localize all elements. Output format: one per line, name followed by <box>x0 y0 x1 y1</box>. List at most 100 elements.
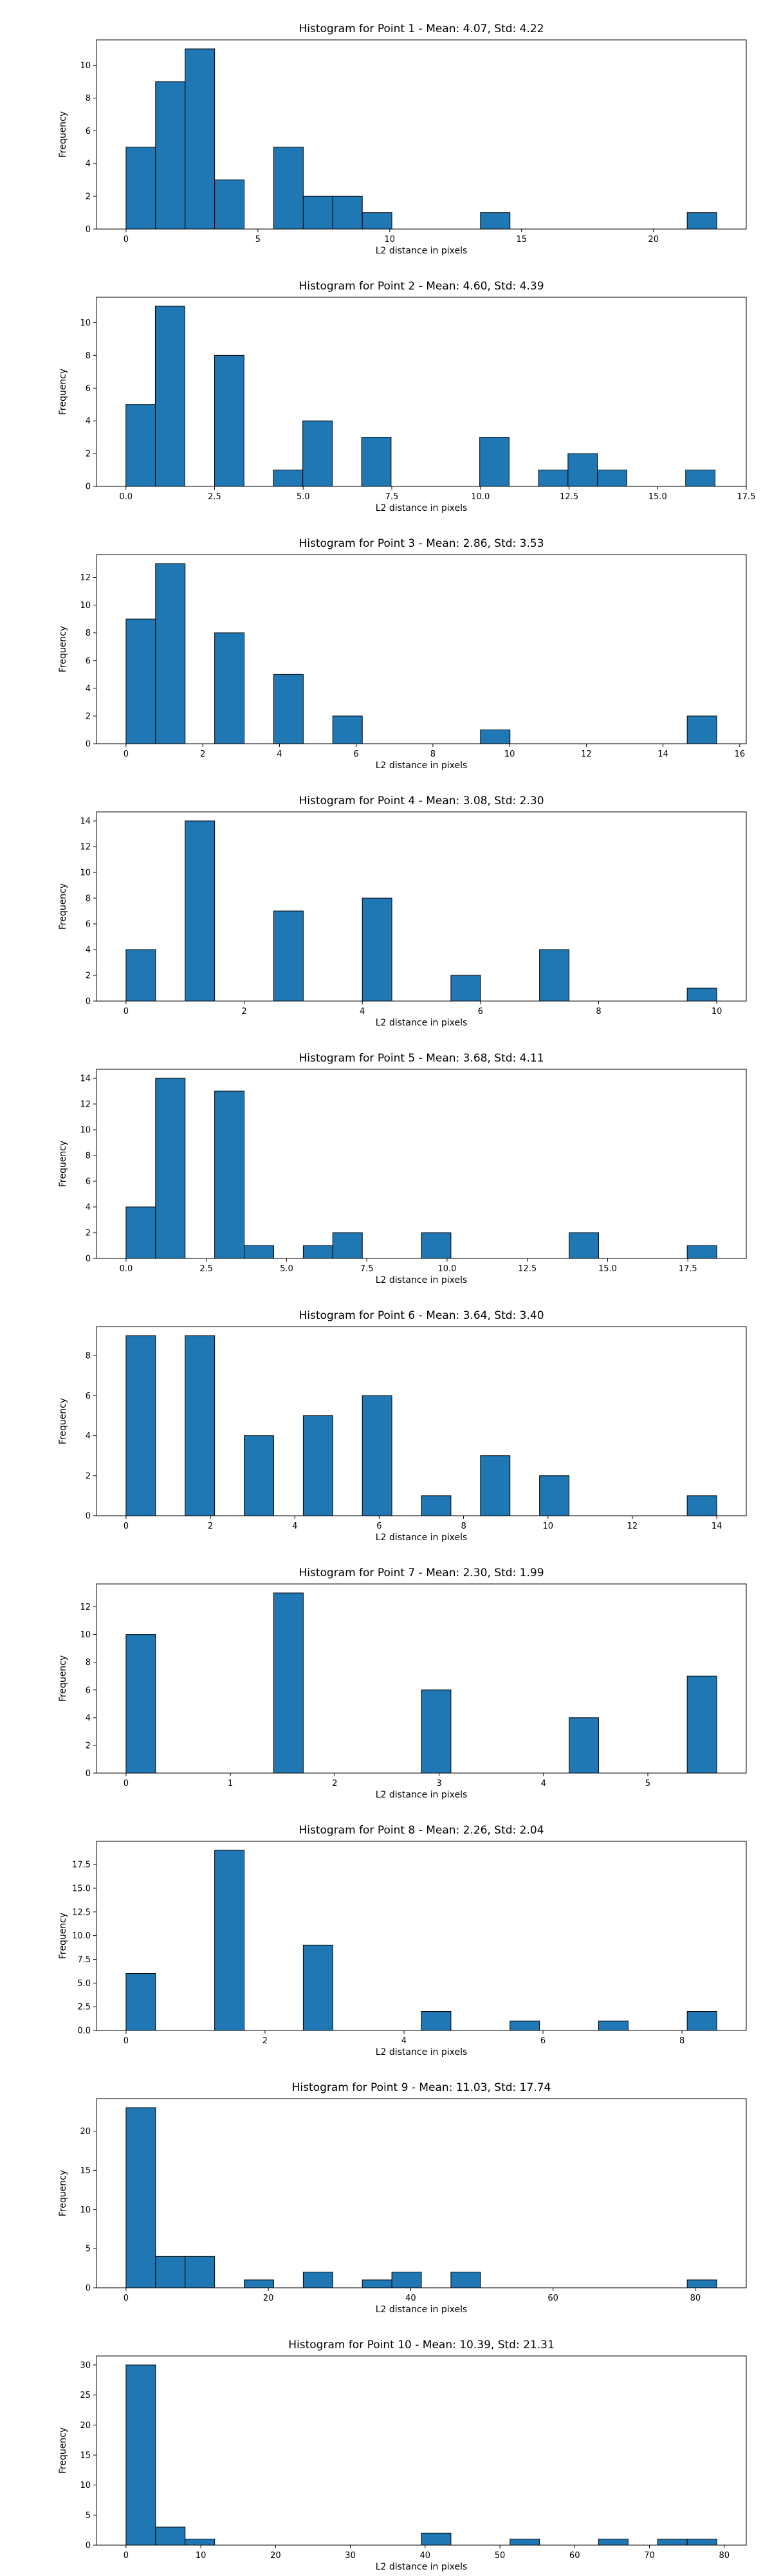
y-tick-label: 7.5 <box>77 1955 91 1965</box>
x-tick-label: 0 <box>124 1522 129 1531</box>
chart-title: Histogram for Point 8 - Mean: 2.26, Std:… <box>299 1824 544 1837</box>
histogram-bar <box>125 2107 156 2288</box>
histogram-bar <box>214 1850 245 2031</box>
y-tick-label: 10 <box>80 1126 91 1136</box>
histogram-bar <box>567 453 598 487</box>
histogram-bar <box>185 48 216 230</box>
y-tick-label: 17.5 <box>72 1861 91 1870</box>
y-tick-label: 0 <box>86 483 91 492</box>
y-tick-label: 4 <box>86 1713 91 1723</box>
y-tick-label: 2 <box>86 1471 91 1481</box>
x-tick-label: 2 <box>332 1779 337 1789</box>
histogram-bar <box>154 306 185 487</box>
histogram-chart-9: Histogram for Point 9 - Mean: 11.03, Std… <box>58 2081 747 2315</box>
histogram-bar <box>362 1395 392 1516</box>
x-tick-label: 20 <box>270 2551 281 2561</box>
histogram-bar <box>214 1090 245 1259</box>
histogram-bar <box>362 897 392 1002</box>
histogram-bar <box>155 2526 186 2546</box>
y-tick-label: 4 <box>86 1203 91 1213</box>
x-axis-label: L2 distance in pixels <box>376 2047 468 2057</box>
x-tick-label: 15.0 <box>598 1264 617 1274</box>
y-tick-label: 14 <box>80 817 91 827</box>
histogram-panel-8: Histogram for Point 8 - Mean: 2.26, Std:… <box>0 1801 772 2059</box>
x-tick-label: 10 <box>385 235 396 244</box>
histogram-chart-2: Histogram for Point 2 - Mean: 4.60, Std:… <box>58 280 755 513</box>
y-tick-label: 10 <box>80 601 91 611</box>
histogram-bar <box>244 2279 274 2288</box>
x-tick-label: 80 <box>690 2294 701 2303</box>
histogram-chart-10: Histogram for Point 10 - Mean: 10.39, St… <box>58 2339 747 2572</box>
x-tick-label: 2 <box>208 1522 213 1531</box>
x-tick-label: 7.5 <box>360 1264 374 1274</box>
chart-title: Histogram for Point 1 - Mean: 4.07, Std:… <box>299 23 544 35</box>
plot-frame <box>96 811 747 1002</box>
y-tick-label: 30 <box>80 2361 91 2371</box>
plot-frame <box>96 2098 747 2288</box>
y-tick-label: 6 <box>86 656 91 666</box>
x-axis-label: L2 distance in pixels <box>376 760 468 771</box>
histogram-bar <box>332 196 363 230</box>
histogram-bar <box>302 1415 333 1516</box>
y-tick-label: 10 <box>80 61 91 71</box>
x-tick-label: 0.0 <box>120 1264 133 1274</box>
histogram-bar <box>185 2539 216 2546</box>
x-tick-label: 40 <box>420 2551 431 2561</box>
x-axis-label: L2 distance in pixels <box>376 2305 468 2315</box>
plot-frame <box>96 1841 747 2031</box>
histogram-bar <box>362 212 392 230</box>
y-tick-label: 2.5 <box>77 2003 91 2012</box>
chart-title: Histogram for Point 9 - Mean: 11.03, Std… <box>292 2081 551 2094</box>
x-tick-label: 0 <box>124 235 129 244</box>
plot-frame <box>96 297 747 487</box>
x-tick-label: 10.0 <box>437 1264 456 1274</box>
chart-title: Histogram for Point 7 - Mean: 2.30, Std:… <box>299 1567 544 1579</box>
x-tick-label: 20 <box>263 2294 274 2303</box>
histogram-bar <box>685 470 716 487</box>
x-tick-label: 15 <box>516 235 527 244</box>
histogram-bar <box>273 470 304 487</box>
x-tick-label: 2 <box>200 750 205 759</box>
plot-frame <box>96 1069 747 1259</box>
x-tick-label: 80 <box>719 2551 730 2561</box>
x-tick-label: 8 <box>596 1007 601 1017</box>
x-tick-label: 2 <box>262 2036 268 2046</box>
histogram-bar <box>686 715 717 744</box>
histogram-bar <box>185 2256 216 2288</box>
histogram-panel-1: Histogram for Point 1 - Mean: 4.07, Std:… <box>0 0 772 257</box>
x-tick-label: 8 <box>430 750 436 759</box>
y-tick-label: 20 <box>80 2127 91 2137</box>
x-tick-label: 70 <box>644 2551 655 2561</box>
histogram-bar <box>686 212 717 230</box>
histogram-bar <box>125 949 156 1002</box>
chart-title: Histogram for Point 10 - Mean: 10.39, St… <box>288 2339 555 2351</box>
x-tick-label: 17.5 <box>679 1264 697 1274</box>
chart-title: Histogram for Point 5 - Mean: 3.68, Std:… <box>299 1052 544 1065</box>
y-tick-label: 5.0 <box>77 1979 91 1989</box>
x-tick-label: 4 <box>541 1779 546 1789</box>
histogram-bar <box>155 2256 186 2288</box>
y-tick-label: 2 <box>86 192 91 202</box>
y-tick-label: 10.0 <box>72 1931 91 1941</box>
histogram-bar <box>125 1634 156 1774</box>
histogram-bar <box>510 2539 540 2546</box>
chart-title: Histogram for Point 4 - Mean: 3.08, Std:… <box>299 795 544 807</box>
histogram-bar <box>244 1245 274 1259</box>
histogram-bar <box>391 2272 422 2288</box>
y-tick-label: 5 <box>86 2245 91 2254</box>
x-tick-label: 12 <box>627 1522 638 1531</box>
y-tick-label: 6 <box>86 920 91 930</box>
histogram-bar <box>362 2279 392 2288</box>
histogram-bar <box>686 1675 717 1774</box>
x-tick-label: 0 <box>124 2036 129 2046</box>
x-tick-label: 14 <box>712 1522 722 1531</box>
histogram-panel-4: Histogram for Point 4 - Mean: 3.08, Std:… <box>0 772 772 1029</box>
chart-title: Histogram for Point 2 - Mean: 4.60, Std:… <box>299 280 544 293</box>
histogram-panel-6: Histogram for Point 6 - Mean: 3.64, Std:… <box>0 1287 772 1544</box>
x-tick-label: 2.5 <box>208 492 221 502</box>
y-tick-label: 15 <box>80 2166 91 2176</box>
y-tick-label: 6 <box>86 1177 91 1187</box>
y-tick-label: 12.5 <box>72 1908 91 1917</box>
x-tick-label: 6 <box>376 1522 381 1531</box>
y-axis-label: Frequency <box>58 111 68 158</box>
